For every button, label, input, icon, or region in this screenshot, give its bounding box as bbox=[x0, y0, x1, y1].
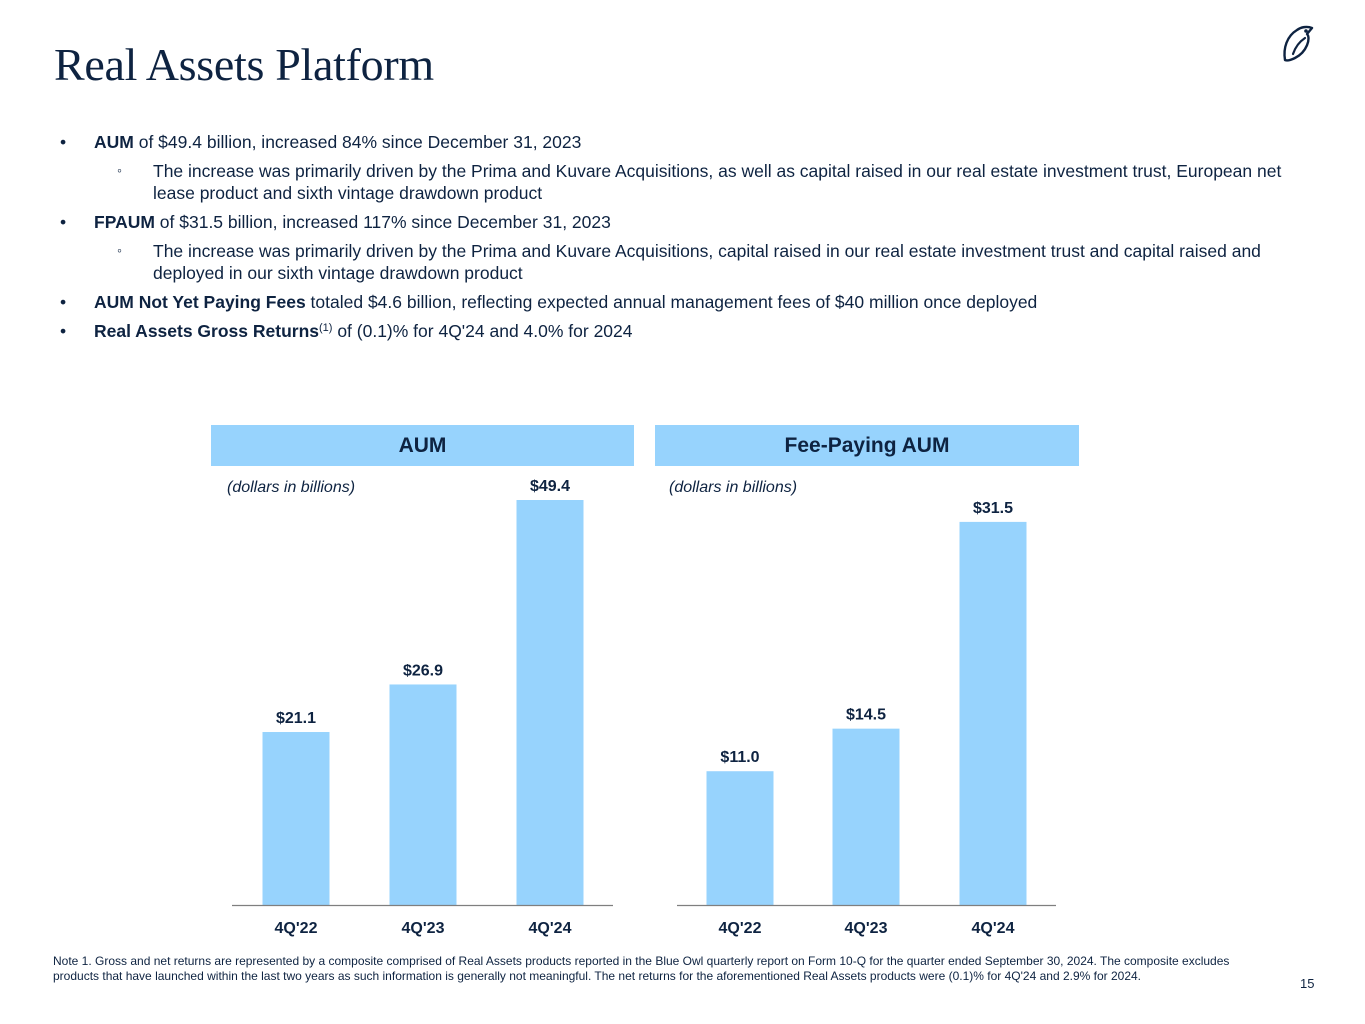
bullet-list: • AUM of $49.4 billion, increased 84% si… bbox=[60, 131, 1310, 349]
bar-4Q23 bbox=[832, 728, 900, 905]
bullet-aum-bold: AUM bbox=[94, 132, 134, 152]
sub-bullet-marker: ◦ bbox=[117, 162, 122, 178]
bullet-gross-returns-text: of (0.1)% for 4Q'24 and 4.0% for 2024 bbox=[332, 321, 633, 341]
aum-bar-chart: $21.1 4Q'22 $26.9 4Q'23 $49.4 4Q'24 bbox=[232, 478, 613, 937]
owl-logo-icon bbox=[1283, 25, 1314, 62]
bullet-gross-returns-bold: Real Assets Gross Returns bbox=[94, 321, 319, 341]
footnote: Note 1. Gross and net returns are repres… bbox=[53, 954, 1230, 983]
x-tick-label: 4Q'22 bbox=[719, 920, 762, 937]
aum-units-note: (dollars in billions) bbox=[227, 479, 356, 496]
sub-bullet-fpaum: ◦ The increase was primarily driven by t… bbox=[60, 240, 1310, 284]
x-tick-label: 4Q'23 bbox=[845, 920, 888, 937]
data-label: $31.5 bbox=[973, 500, 1013, 517]
x-tick-label: 4Q'22 bbox=[275, 920, 318, 937]
bullet-marker: • bbox=[60, 292, 67, 312]
page-title: Real Assets Platform bbox=[54, 39, 434, 90]
data-label: $21.1 bbox=[276, 710, 316, 727]
bar-4Q23 bbox=[389, 684, 457, 905]
bullet-aum-not-paying-bold: AUM Not Yet Paying Fees bbox=[94, 292, 306, 312]
footnote-ref: (1) bbox=[319, 322, 333, 334]
data-label: $49.4 bbox=[530, 478, 570, 495]
sub-bullet-aum: ◦ The increase was primarily driven by t… bbox=[60, 160, 1310, 204]
bullet-aum-text: of $49.4 billion, increased 84% since De… bbox=[133, 132, 582, 152]
bullet-fpaum-bold: FPAUM bbox=[94, 212, 155, 232]
page-number: 15 bbox=[1300, 976, 1315, 991]
bullet-gross-returns: • Real Assets Gross Returns(1) of (0.1)%… bbox=[60, 320, 1310, 342]
x-tick-label: 4Q'24 bbox=[972, 920, 1015, 937]
bullet-aum-not-paying: • AUM Not Yet Paying Fees totaled $4.6 b… bbox=[60, 291, 1310, 313]
fpaum-bar-chart: $11.0 4Q'22 $14.5 4Q'23 $31.5 4Q'24 bbox=[677, 500, 1056, 937]
x-tick-label: 4Q'23 bbox=[402, 920, 445, 937]
sub-bullet-aum-text: The increase was primarily driven by the… bbox=[153, 161, 1282, 203]
fpaum-chart-header: Fee-Paying AUM bbox=[655, 425, 1079, 466]
fpaum-units-note: (dollars in billions) bbox=[669, 479, 798, 496]
bullet-fpaum-text: of $31.5 billion, increased 117% since D… bbox=[154, 212, 611, 232]
bullet-marker: • bbox=[60, 212, 67, 232]
bar-4Q24 bbox=[959, 521, 1027, 905]
bullet-fpaum: • FPAUM of $31.5 billion, increased 117%… bbox=[60, 211, 1310, 233]
bullet-marker: • bbox=[60, 132, 67, 152]
bar-4Q22 bbox=[262, 732, 330, 905]
data-label: $26.9 bbox=[403, 662, 443, 679]
sub-bullet-fpaum-text: The increase was primarily driven by the… bbox=[153, 241, 1261, 283]
x-tick-label: 4Q'24 bbox=[529, 920, 572, 937]
data-label: $11.0 bbox=[720, 749, 759, 766]
aum-chart-header: AUM bbox=[211, 425, 634, 466]
bar-4Q24 bbox=[516, 500, 584, 905]
bar-4Q22 bbox=[706, 771, 774, 905]
bullet-aum: • AUM of $49.4 billion, increased 84% si… bbox=[60, 131, 1310, 153]
sub-bullet-marker: ◦ bbox=[117, 242, 122, 258]
bullet-marker: • bbox=[60, 321, 67, 341]
data-label: $14.5 bbox=[846, 707, 886, 724]
bullet-aum-not-paying-text: totaled $4.6 billion, reflecting expecte… bbox=[305, 292, 1038, 312]
